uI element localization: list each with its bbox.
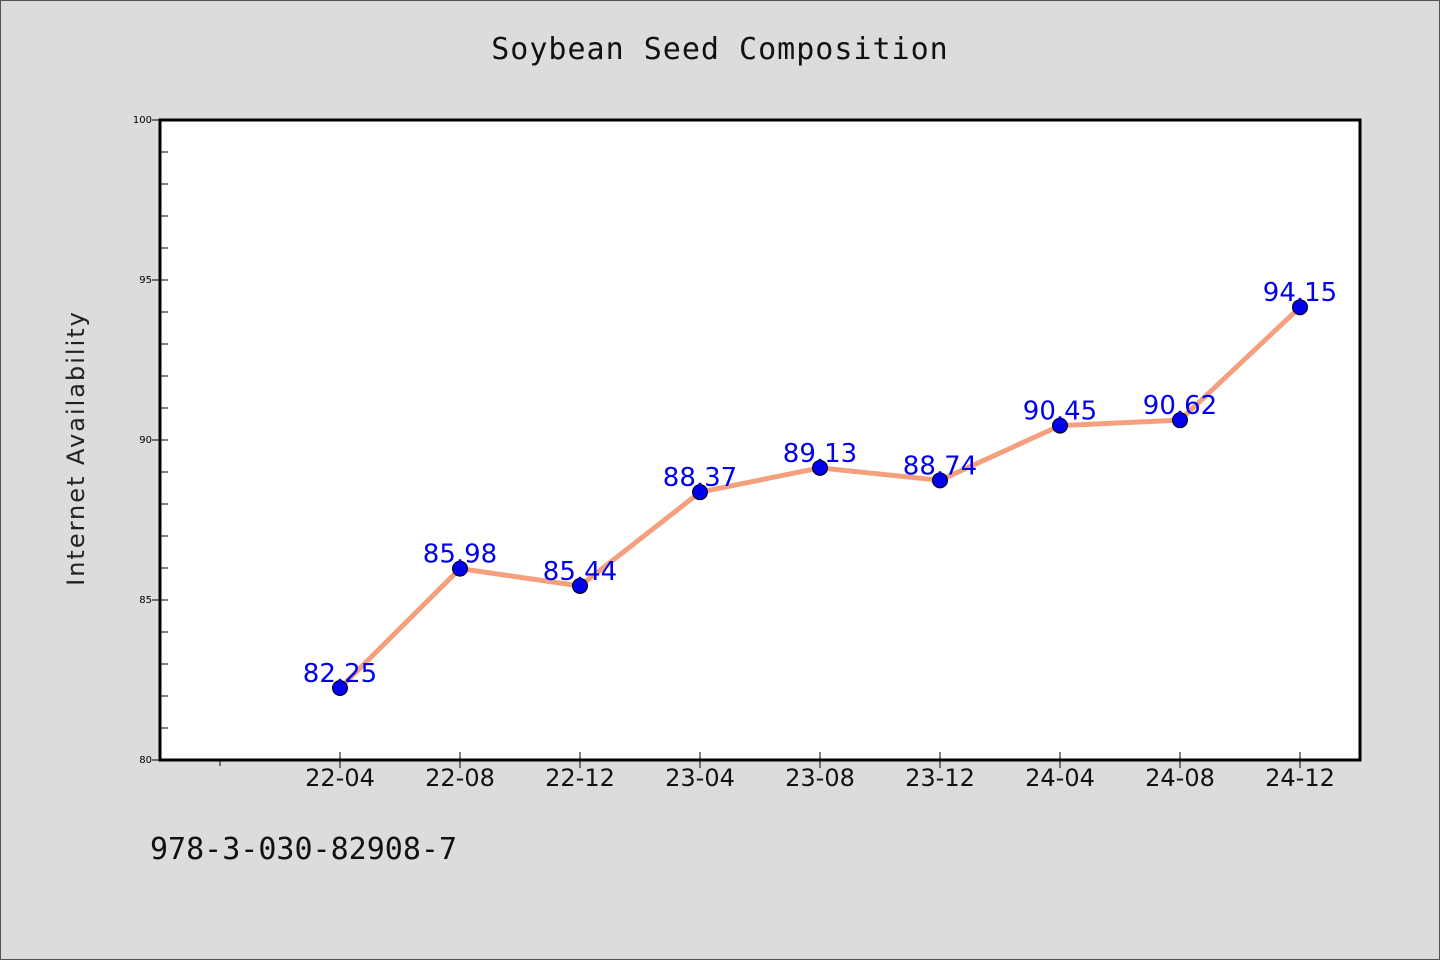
data-point [572, 577, 588, 594]
data-point [1292, 299, 1308, 316]
x-tick-label: 24-12 [1265, 764, 1335, 792]
x-tick-label: 23-04 [665, 764, 735, 792]
x-tick-label: 23-12 [905, 764, 975, 792]
y-axis-ticks: 80 85 90 95 100 [133, 115, 168, 766]
data-point [1172, 412, 1188, 429]
data-point [692, 484, 708, 501]
data-label: 90.62 [1143, 391, 1217, 421]
chart-title: Soybean Seed Composition [491, 32, 949, 67]
y-tick-label: 80 [139, 755, 152, 766]
y-tick-label: 85 [139, 595, 152, 606]
x-tick-label: 22-08 [425, 764, 495, 792]
data-label: 82.25 [303, 659, 377, 689]
y-tick-label: 95 [139, 275, 152, 286]
data-label: 89.13 [783, 439, 857, 469]
data-point [332, 680, 348, 696]
x-axis-ticks: 22-04 22-08 22-12 23-04 23-08 23-12 24-04 24-08… [219, 752, 1335, 792]
plot-area [158, 118, 1362, 762]
x-tick-label: 24-04 [1025, 764, 1095, 792]
series-layer: 82.25 85.98 85.44 88.37 89.13 88.74 90.45 90.62… [303, 278, 1337, 696]
data-point [1052, 417, 1068, 434]
data-point [812, 459, 828, 476]
x-tick-label: 22-12 [545, 764, 615, 792]
data-label: 90.45 [1023, 397, 1097, 427]
footer-code: 978-3-030-82908-7 [150, 832, 458, 867]
data-label: 94.15 [1263, 278, 1337, 308]
x-tick-label: 23-08 [785, 764, 855, 792]
x-tick-label: 22-04 [305, 764, 375, 792]
y-tick-label: 100 [133, 115, 152, 126]
data-label: 88.74 [903, 451, 977, 481]
data-label: 85.44 [543, 557, 617, 587]
data-point [452, 560, 468, 577]
data-label: 85.98 [423, 540, 497, 570]
data-point [932, 472, 948, 489]
x-tick-label: 24-08 [1145, 764, 1215, 792]
y-tick-label: 90 [139, 435, 152, 446]
data-label: 88.37 [663, 463, 737, 493]
